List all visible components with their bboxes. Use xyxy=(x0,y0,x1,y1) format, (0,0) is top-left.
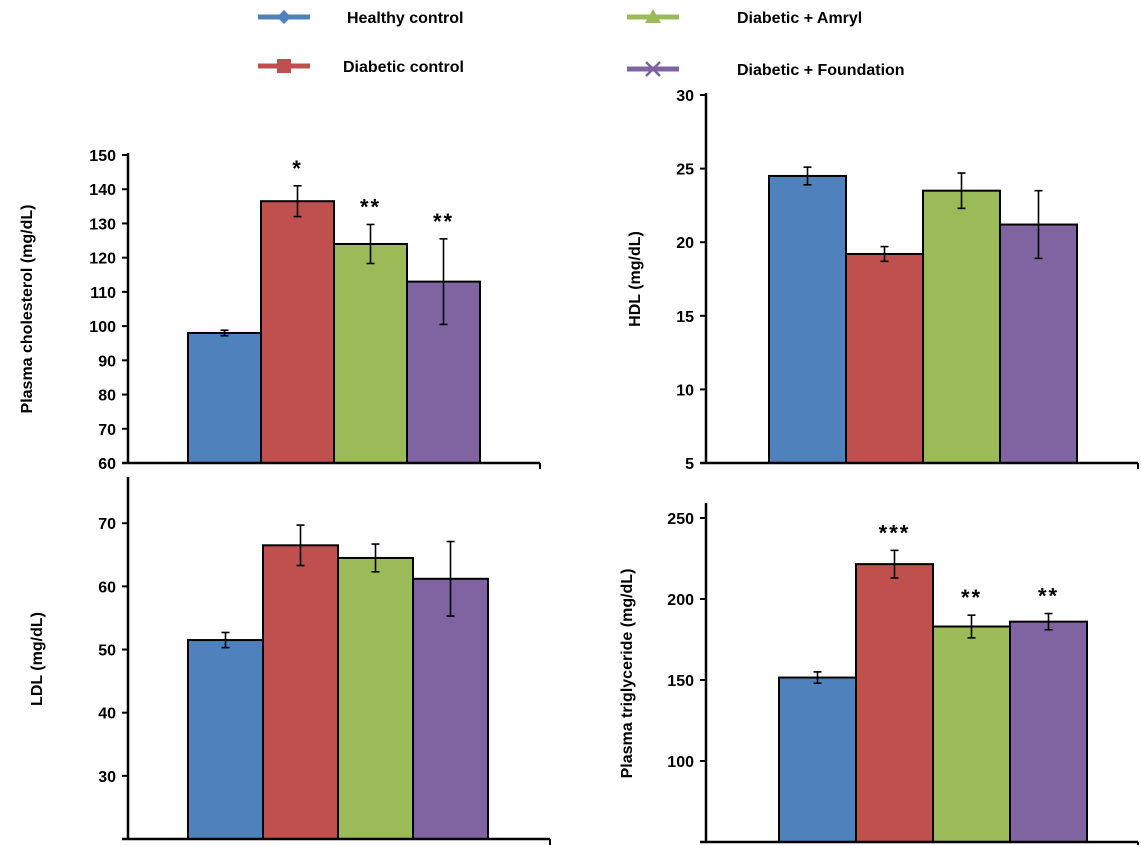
y-tick-label: 70 xyxy=(98,422,116,439)
y-tick-label: 80 xyxy=(98,388,116,405)
y-tick-label: 30 xyxy=(676,88,694,105)
y-tick-label: 40 xyxy=(98,706,116,723)
legend-label: Diabetic + Foundation xyxy=(737,62,905,79)
legend-label: Healthy control xyxy=(347,10,463,27)
y-tick-label: 130 xyxy=(89,216,116,233)
significance-marker: *** xyxy=(879,520,911,545)
bar xyxy=(999,223,1078,464)
bar xyxy=(845,252,924,464)
bar xyxy=(260,200,335,464)
y-tick-label: 15 xyxy=(676,309,694,326)
y-tick-label: 250 xyxy=(667,511,694,528)
y-tick-label: 50 xyxy=(98,643,116,660)
significance-marker: ** xyxy=(1038,584,1059,609)
legend-label: Diabetic control xyxy=(343,59,464,76)
bar xyxy=(1009,620,1088,844)
legend-item: Diabetic + Amryl xyxy=(627,9,862,27)
y-tick-label: 140 xyxy=(89,182,116,199)
y-tick-label: 25 xyxy=(676,162,694,179)
bar xyxy=(333,242,408,464)
bar xyxy=(262,544,339,840)
bar xyxy=(187,639,264,840)
y-tick-label: 10 xyxy=(676,382,694,399)
y-axis-label: LDL (mg/dL) xyxy=(29,612,46,706)
legend-item: Healthy control xyxy=(258,10,463,27)
bar xyxy=(922,189,1001,464)
y-tick-label: 100 xyxy=(667,754,694,771)
y-tick-label: 60 xyxy=(98,579,116,596)
significance-marker: ** xyxy=(433,209,454,234)
y-tick-label: 120 xyxy=(89,251,116,268)
y-tick-label: 20 xyxy=(676,235,694,252)
y-tick-label: 70 xyxy=(98,516,116,533)
y-tick-label: 90 xyxy=(98,353,116,370)
y-tick-label: 150 xyxy=(667,673,694,690)
bar xyxy=(855,563,934,843)
bar xyxy=(932,625,1011,843)
significance-marker: ** xyxy=(961,585,982,610)
y-tick-label: 60 xyxy=(98,456,116,473)
bar xyxy=(187,331,262,465)
y-axis-label: Plasma cholesterol (mg/dL) xyxy=(19,205,36,414)
y-tick-label: 5 xyxy=(685,456,694,473)
y-tick-label: 110 xyxy=(90,285,116,302)
y-tick-label: 30 xyxy=(98,769,116,786)
legend-diamond-marker xyxy=(277,10,291,24)
bar xyxy=(337,556,414,841)
bar xyxy=(768,174,847,465)
legend: Healthy control Diabetic control Diabetic … xyxy=(258,9,905,79)
legend-item: Diabetic + Foundation xyxy=(627,61,905,79)
bar xyxy=(412,577,489,841)
y-axis-label: HDL (mg/dL) xyxy=(627,231,644,327)
legend-triangle-marker xyxy=(645,9,661,23)
legend-cross-marker xyxy=(645,61,661,77)
y-tick-label: 150 xyxy=(89,148,116,165)
bar xyxy=(778,676,857,843)
legend-item: Diabetic control xyxy=(258,59,464,76)
legend-square-marker xyxy=(277,59,291,73)
chart-panel: 5 10 15 20 25 30 HDL (mg/dL) xyxy=(627,88,1139,473)
y-axis-label: Plasma triglyceride (mg/dL) xyxy=(619,569,636,779)
legend-label: Diabetic + Amryl xyxy=(737,10,862,27)
chart-panel: 30 40 50 60 70 LDL (mg/dL) xyxy=(29,477,551,845)
y-tick-label: 100 xyxy=(89,319,116,336)
significance-marker: * xyxy=(292,156,303,181)
significance-marker: ** xyxy=(360,194,381,219)
y-tick-label: 200 xyxy=(667,592,694,609)
